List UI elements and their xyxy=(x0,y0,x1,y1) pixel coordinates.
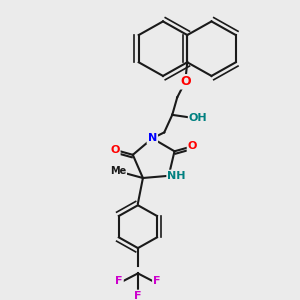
Text: F: F xyxy=(115,276,123,286)
Text: F: F xyxy=(153,276,161,286)
Text: F: F xyxy=(134,291,142,300)
Text: O: O xyxy=(188,141,197,152)
Text: N: N xyxy=(148,133,157,143)
Text: NH: NH xyxy=(167,171,186,181)
Text: OH: OH xyxy=(189,113,208,123)
Text: O: O xyxy=(110,145,119,155)
Text: O: O xyxy=(180,75,190,88)
Text: Me: Me xyxy=(110,166,126,176)
